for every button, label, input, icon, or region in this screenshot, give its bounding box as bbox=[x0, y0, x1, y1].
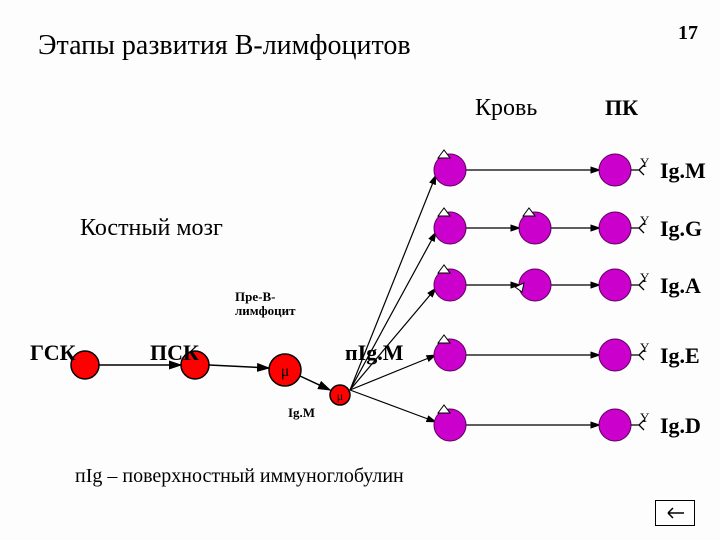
page-number: 17 bbox=[678, 22, 698, 45]
footnote-label: пIg – поверхностный иммуноглобулин bbox=[75, 465, 404, 488]
gsk-label: ГСК bbox=[30, 340, 76, 366]
ig-label-3: Ig.E bbox=[660, 343, 700, 369]
mid-cells bbox=[434, 154, 551, 441]
ig-label-4: Ig.D bbox=[660, 413, 701, 439]
ig-label-2: Ig.A bbox=[660, 273, 701, 299]
diagram-svg: μ μ Y Y Y Y Y bbox=[0, 0, 720, 540]
ig-label-0: Ig.M bbox=[660, 158, 706, 184]
svg-text:μ: μ bbox=[281, 363, 290, 380]
prev-slide-button[interactable] bbox=[655, 500, 695, 526]
bone-marrow-label: Костный мозг bbox=[80, 215, 223, 242]
svg-text:Y: Y bbox=[640, 155, 650, 170]
end-cells bbox=[599, 154, 631, 441]
blood-label: Кровь bbox=[475, 95, 537, 122]
svg-text:Y: Y bbox=[640, 213, 650, 228]
diagram-title: Этапы развития В-лимфоцитов bbox=[38, 30, 411, 62]
psk-label: ПСК bbox=[150, 340, 199, 366]
pk-label: ПК bbox=[605, 95, 638, 121]
pre-b-label: Пре-В- лимфоцит bbox=[235, 290, 296, 319]
arrow-left-icon bbox=[664, 506, 686, 520]
pigm-label: пIg.М bbox=[345, 340, 404, 366]
svg-text:Y: Y bbox=[640, 410, 650, 425]
svg-text:Y: Y bbox=[640, 270, 650, 285]
svg-text:μ: μ bbox=[337, 389, 343, 403]
igm-small-label: Ig.M bbox=[288, 405, 315, 421]
ig-label-1: Ig.G bbox=[660, 216, 702, 242]
svg-text:Y: Y bbox=[640, 340, 650, 355]
